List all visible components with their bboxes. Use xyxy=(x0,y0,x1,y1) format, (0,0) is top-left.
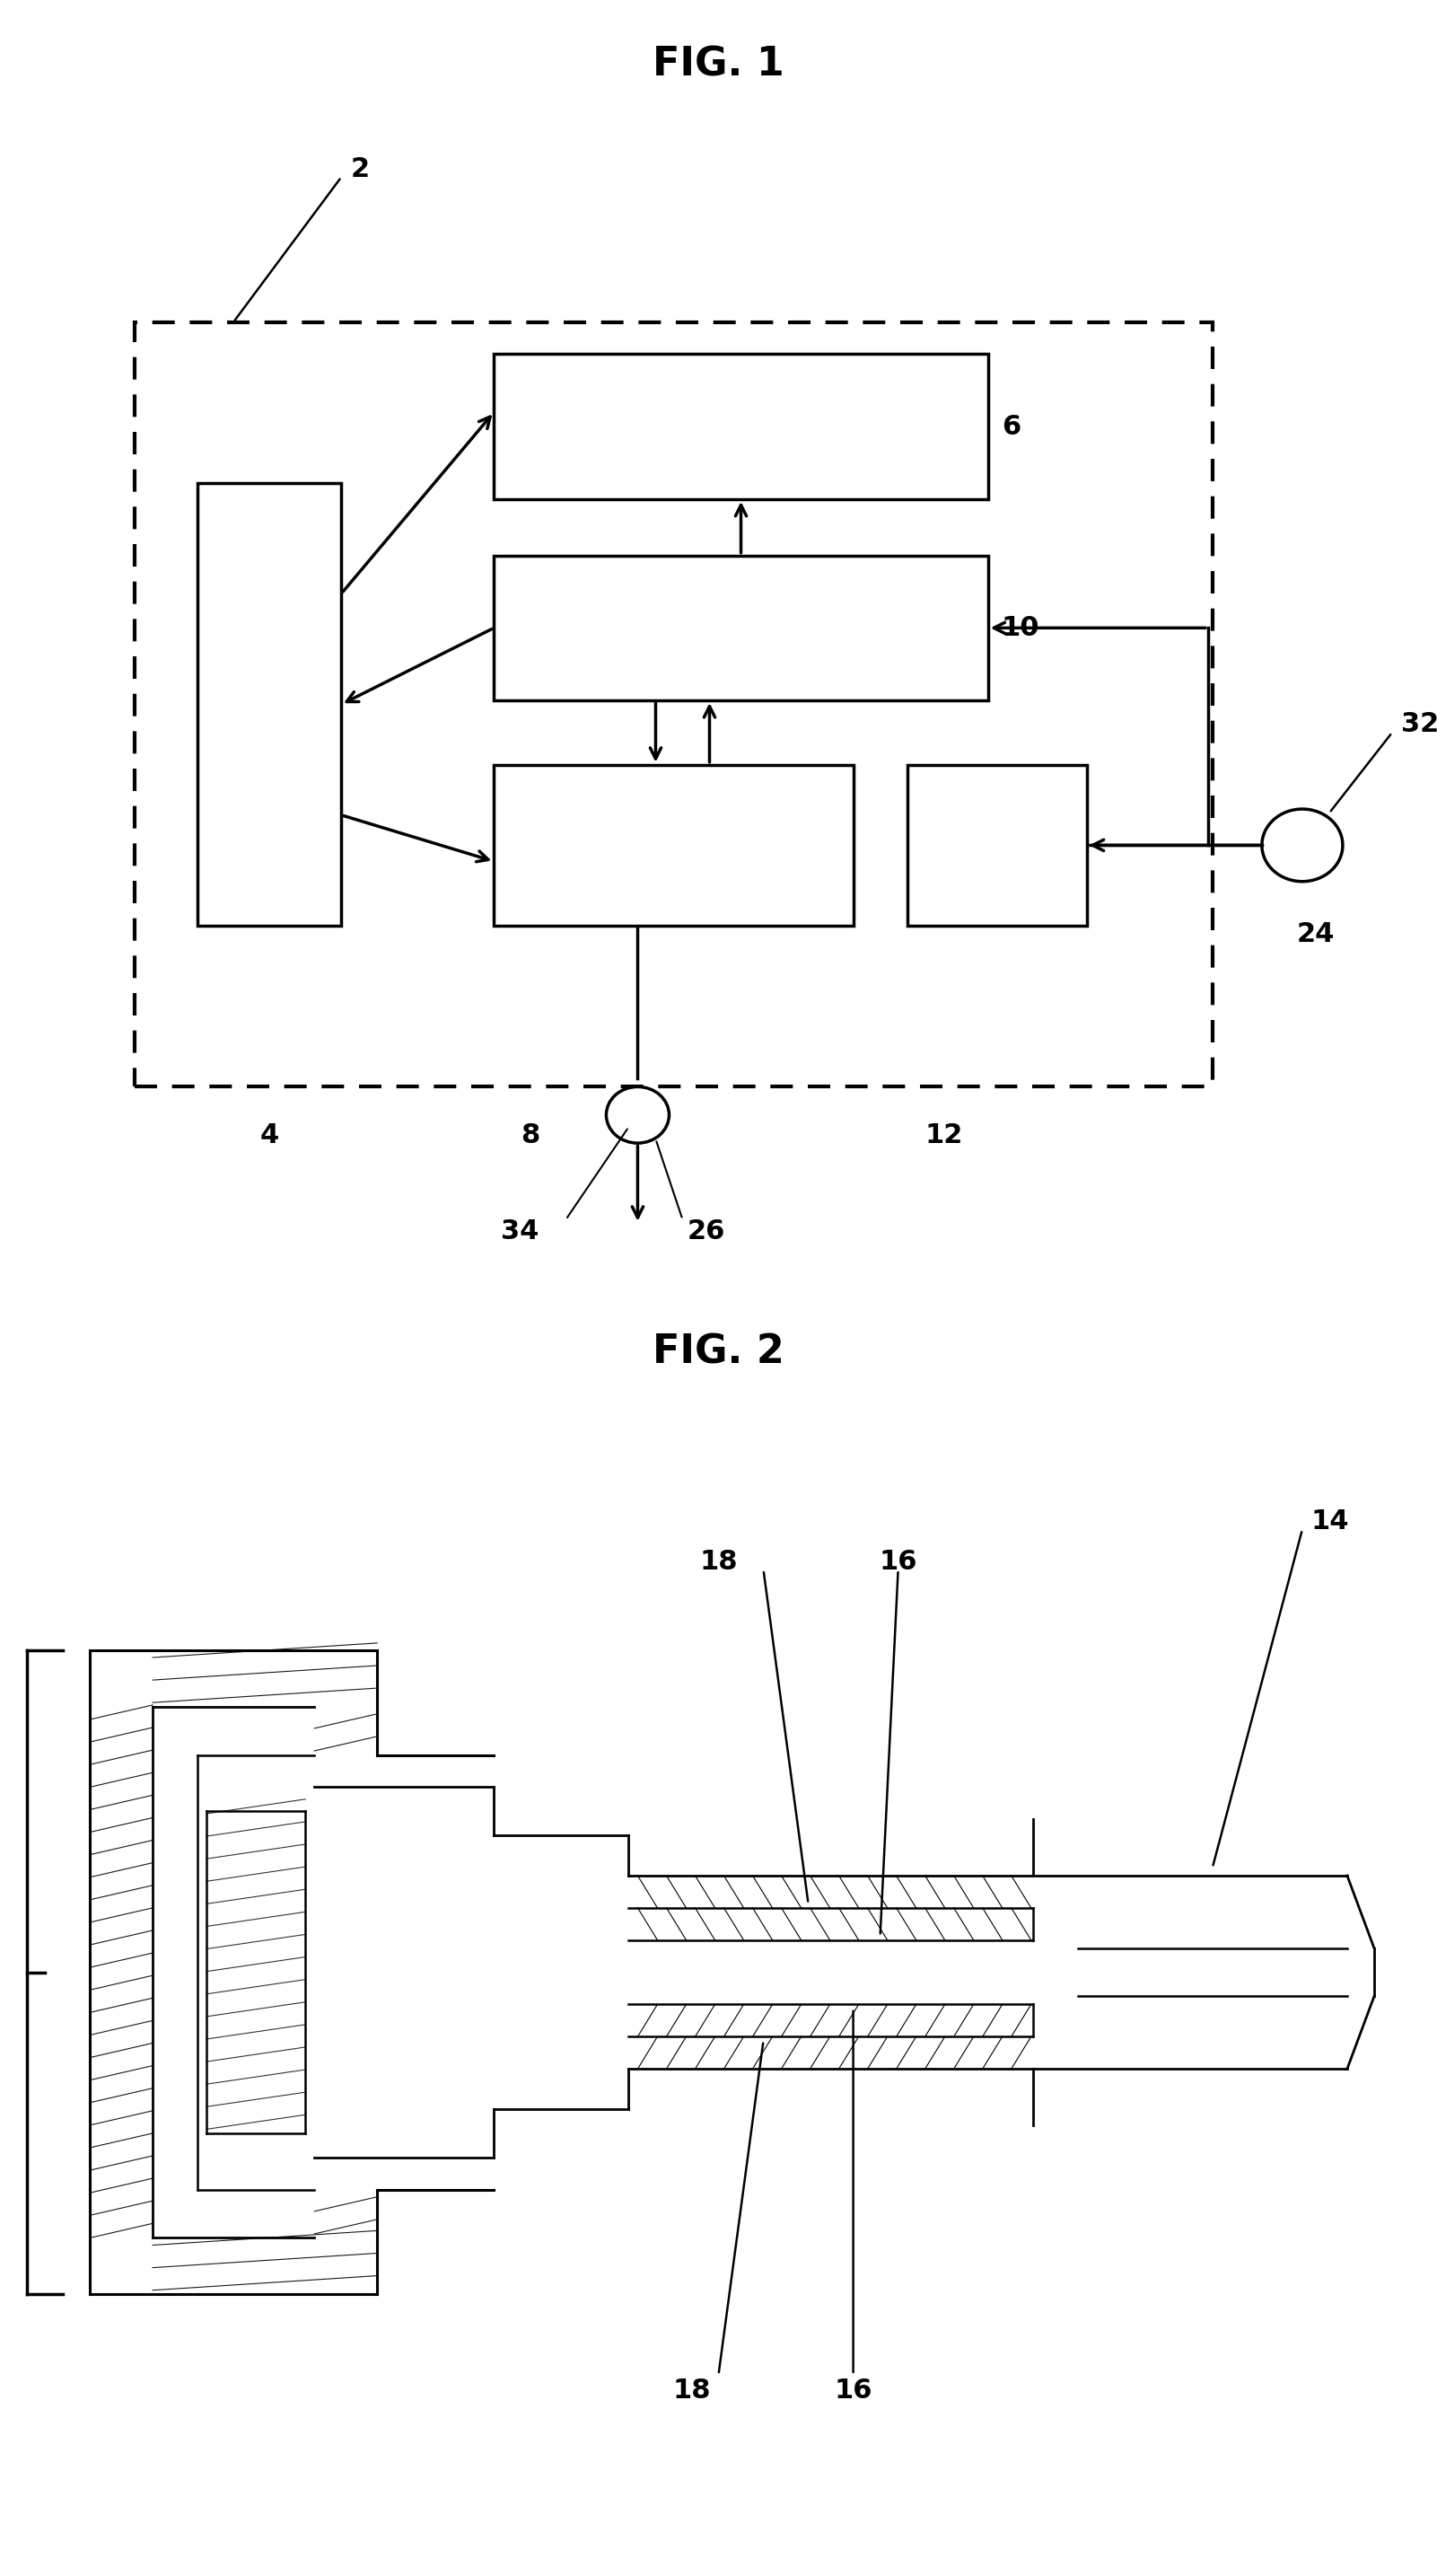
Text: 10: 10 xyxy=(1002,616,1039,641)
Text: 24: 24 xyxy=(1296,920,1335,948)
Text: 12: 12 xyxy=(925,1123,963,1149)
Bar xyxy=(198,484,342,925)
Text: 2: 2 xyxy=(351,157,369,183)
Text: 34: 34 xyxy=(502,1218,539,1244)
Text: 6: 6 xyxy=(1002,415,1020,440)
Text: 18: 18 xyxy=(700,1548,737,1574)
Text: 16: 16 xyxy=(833,2378,872,2403)
Text: 8: 8 xyxy=(522,1123,540,1149)
Bar xyxy=(135,322,1213,1087)
Text: 16: 16 xyxy=(879,1548,917,1574)
Bar xyxy=(907,765,1086,925)
Text: 26: 26 xyxy=(687,1218,726,1244)
Text: 14: 14 xyxy=(1311,1510,1349,1535)
Bar xyxy=(494,765,854,925)
Text: FIG. 1: FIG. 1 xyxy=(652,46,785,82)
Text: 4: 4 xyxy=(260,1123,279,1149)
Text: 18: 18 xyxy=(673,2378,711,2403)
Text: 32: 32 xyxy=(1401,711,1437,737)
Text: FIG. 2: FIG. 2 xyxy=(652,1334,785,1370)
Bar xyxy=(494,355,989,500)
Bar xyxy=(494,556,989,701)
